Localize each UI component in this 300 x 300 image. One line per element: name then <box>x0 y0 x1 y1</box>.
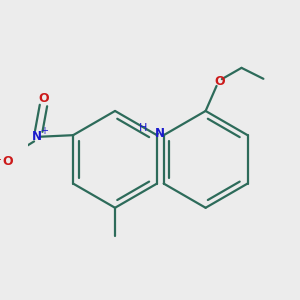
Text: -: - <box>0 153 1 166</box>
Text: H: H <box>139 123 147 133</box>
Text: N: N <box>32 130 42 143</box>
Text: O: O <box>214 75 225 88</box>
Text: N: N <box>155 127 165 140</box>
Text: +: + <box>40 126 48 136</box>
Text: O: O <box>3 154 13 168</box>
Text: O: O <box>38 92 49 105</box>
